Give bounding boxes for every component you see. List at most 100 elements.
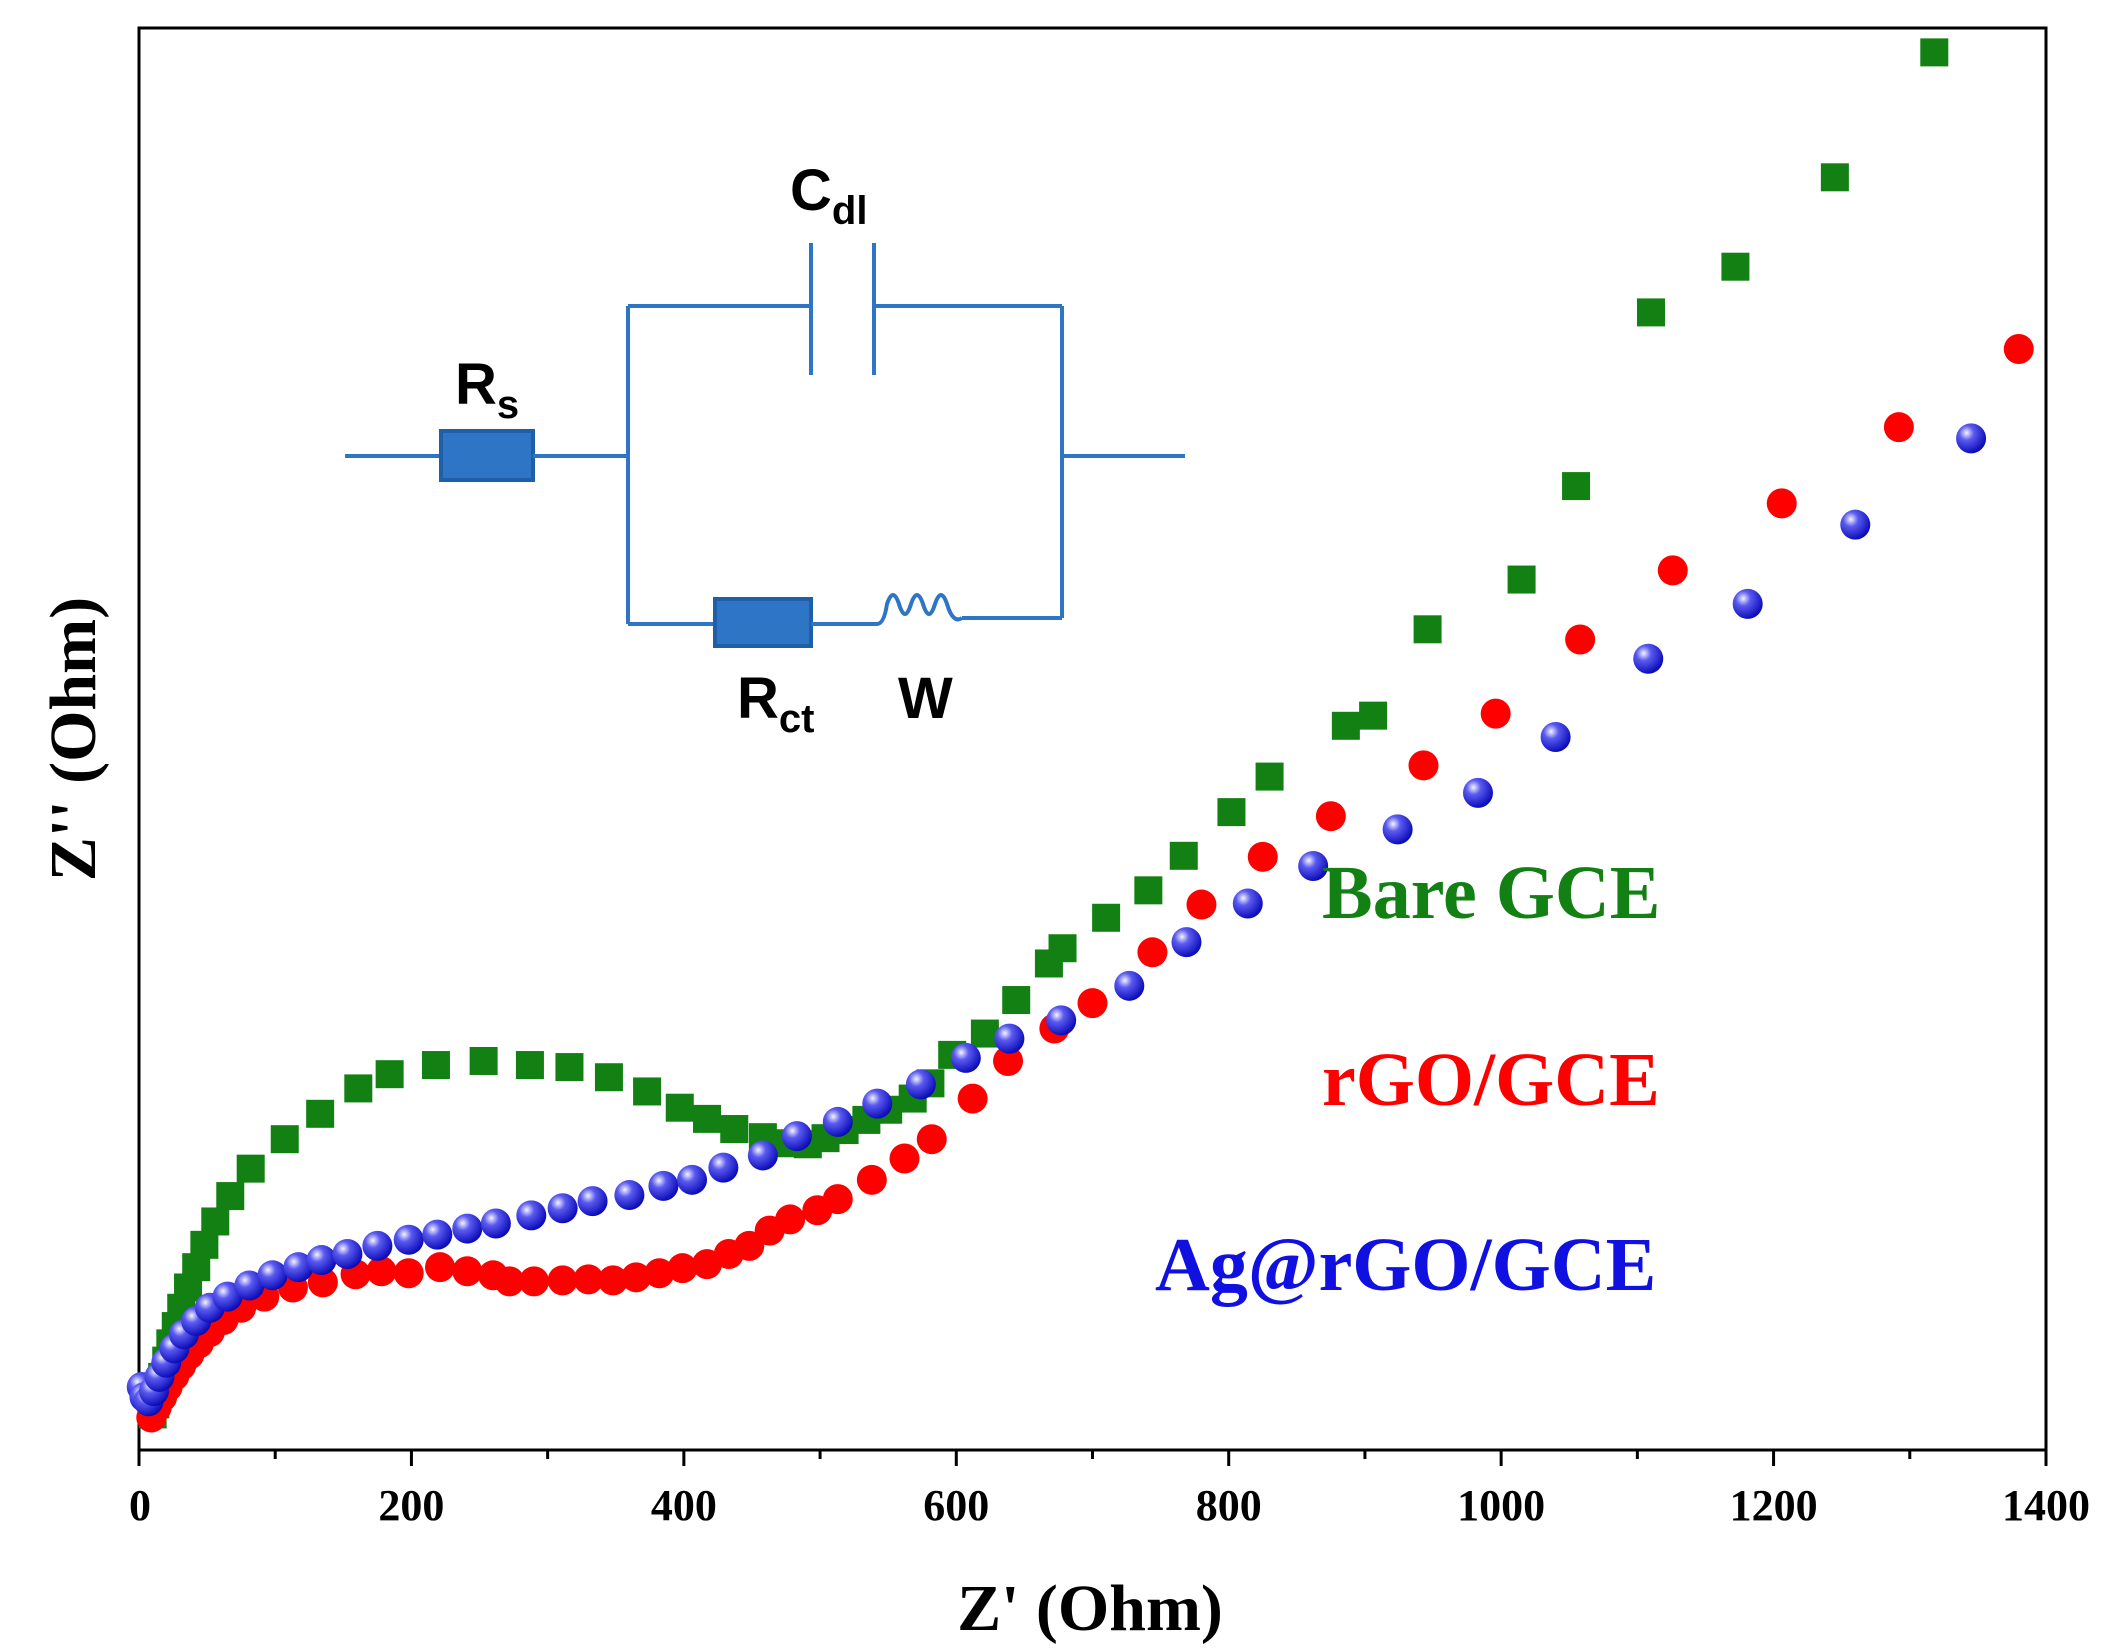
equivalent-circuit-inset xyxy=(345,243,1185,648)
legend-entry-ag-rgo-gce: Ag@rGO/GCE xyxy=(1155,1223,1656,1307)
data-point xyxy=(1169,841,1198,870)
label-rs: Rs xyxy=(455,352,519,427)
data-point xyxy=(201,1207,230,1236)
data-point xyxy=(283,1252,314,1283)
data-point xyxy=(375,1060,404,1089)
data-point xyxy=(1408,750,1439,781)
data-point xyxy=(734,1230,765,1261)
data-point xyxy=(708,1152,739,1183)
data-point xyxy=(1114,970,1145,1001)
data-point xyxy=(1633,643,1664,674)
data-point xyxy=(547,1193,578,1224)
data-point xyxy=(1002,986,1031,1015)
data-point xyxy=(994,1023,1025,1054)
data-point xyxy=(720,1115,749,1144)
data-point xyxy=(362,1230,393,1261)
data-point xyxy=(614,1180,645,1211)
x-axis-title: Z' (Ohm) xyxy=(957,1572,1223,1645)
data-point xyxy=(577,1186,608,1217)
data-point xyxy=(1046,1005,1077,1036)
data-point xyxy=(306,1245,337,1276)
x-tick-label: 0 xyxy=(129,1481,151,1530)
data-point xyxy=(234,1270,265,1301)
x-tick-label: 1000 xyxy=(1457,1481,1545,1530)
data-point xyxy=(1562,472,1591,501)
data-point xyxy=(425,1252,456,1283)
label-rct: Rct xyxy=(737,666,814,741)
data-point xyxy=(1413,615,1442,644)
x-tick-label: 1400 xyxy=(2002,1481,2090,1530)
data-point xyxy=(781,1121,812,1152)
data-point xyxy=(257,1260,288,1291)
data-point xyxy=(822,1184,853,1215)
data-point xyxy=(1247,841,1278,872)
x-axis-tick-labels: 0 200 400 600 800 1000 1200 1400 xyxy=(129,1481,2090,1530)
data-point xyxy=(1092,903,1121,932)
data-point xyxy=(393,1224,424,1255)
data-point xyxy=(515,1051,544,1080)
warburg-element xyxy=(876,593,964,626)
data-point xyxy=(366,1256,397,1287)
series-rgo-gce xyxy=(136,333,2034,1433)
data-point xyxy=(2003,333,2034,364)
data-point xyxy=(1657,555,1688,586)
data-point xyxy=(236,1154,265,1183)
series-bare-gce xyxy=(138,38,1949,1429)
x-tick-label: 600 xyxy=(923,1481,989,1530)
data-point xyxy=(1134,876,1163,905)
legend-entry-bare-gce: Bare GCE xyxy=(1322,851,1660,935)
equivalent-circuit-labels: Rs Cdl Rct W xyxy=(455,158,953,741)
data-point xyxy=(516,1200,547,1231)
data-point xyxy=(775,1204,806,1235)
label-cdl: Cdl xyxy=(790,158,867,233)
data-point xyxy=(1171,927,1202,958)
data-point xyxy=(950,1042,981,1073)
data-point xyxy=(1721,252,1750,281)
data-point xyxy=(1315,801,1346,832)
data-point xyxy=(1232,888,1263,919)
data-point xyxy=(916,1124,947,1155)
data-point xyxy=(648,1170,679,1201)
data-point xyxy=(822,1106,853,1137)
x-tick-label: 800 xyxy=(1196,1481,1262,1530)
data-point xyxy=(1298,850,1329,881)
data-point xyxy=(1840,509,1871,540)
x-tick-label: 200 xyxy=(378,1481,444,1530)
rct-resistor xyxy=(713,597,813,648)
data-point xyxy=(856,1164,887,1195)
series-ag-rgo-gce xyxy=(126,423,1987,1417)
data-point xyxy=(1480,698,1511,729)
data-point xyxy=(1920,38,1949,67)
y-axis-title: Z'' (Ohm) xyxy=(37,597,110,881)
data-point xyxy=(555,1053,584,1082)
data-point xyxy=(1382,814,1413,845)
data-point xyxy=(519,1266,550,1297)
data-point xyxy=(480,1208,511,1239)
data-point xyxy=(621,1262,652,1293)
data-point xyxy=(1507,565,1536,594)
data-point xyxy=(1359,701,1388,730)
data-series xyxy=(126,38,2034,1433)
data-point xyxy=(1462,777,1493,808)
data-point xyxy=(1255,762,1284,791)
data-point xyxy=(1137,937,1168,968)
data-point xyxy=(344,1074,373,1103)
data-point xyxy=(677,1164,708,1195)
rs-resistor xyxy=(439,429,535,482)
data-point xyxy=(1565,624,1596,655)
data-point xyxy=(889,1143,920,1174)
data-point xyxy=(573,1264,604,1295)
label-w: W xyxy=(898,666,953,731)
data-point xyxy=(1766,488,1797,519)
data-point xyxy=(1186,889,1217,920)
data-point xyxy=(667,1253,698,1284)
data-point xyxy=(190,1230,219,1259)
data-point xyxy=(452,1256,483,1287)
data-point xyxy=(494,1266,525,1297)
data-point xyxy=(332,1238,363,1269)
data-point xyxy=(747,1140,778,1171)
data-point xyxy=(1048,934,1077,963)
data-point xyxy=(270,1125,299,1154)
data-point xyxy=(307,1267,338,1298)
data-point xyxy=(644,1258,675,1289)
